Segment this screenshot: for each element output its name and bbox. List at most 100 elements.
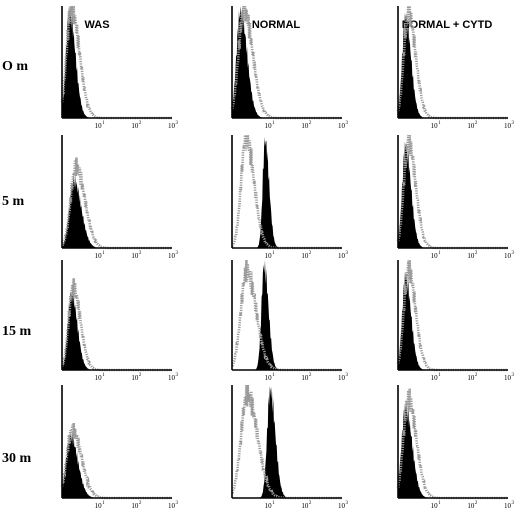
x-tick-base: 10 (338, 374, 346, 382)
x-tick-base: 10 (504, 122, 512, 130)
histogram-panel: 10 1 10 2 10 3 (231, 134, 349, 260)
x-tick-label: 10 2 (301, 251, 312, 260)
x-tick-exponent: 1 (272, 251, 275, 256)
x-tick-label: 10 3 (168, 251, 179, 260)
row-label-15m: 15 m (2, 324, 32, 339)
x-tick-label: 10 1 (265, 501, 276, 510)
x-tick-exponent: 3 (346, 251, 349, 256)
x-tick-base: 10 (131, 122, 139, 130)
x-tick-label: 10 2 (131, 501, 142, 510)
row-label-0m: O m (2, 59, 28, 74)
filled-histogram-series (398, 402, 508, 498)
x-tick-label: 10 1 (95, 251, 106, 260)
x-tick-exponent: 3 (512, 251, 515, 256)
x-tick-exponent: 3 (512, 373, 515, 378)
x-tick-label: 10 3 (168, 121, 179, 130)
x-tick-base: 10 (504, 252, 512, 260)
x-tick-base: 10 (265, 502, 273, 510)
x-tick-label: 10 3 (338, 251, 349, 260)
x-tick-label: 10 2 (301, 121, 312, 130)
x-tick-label: 10 1 (95, 501, 106, 510)
filled-histogram-series (62, 6, 172, 119)
x-tick-exponent: 3 (176, 121, 179, 126)
x-tick-label: 10 1 (431, 501, 442, 510)
x-tick-label: 10 2 (467, 251, 478, 260)
histogram-panel: 10 1 10 2 10 3 (231, 259, 349, 382)
x-tick-label: 10 1 (431, 121, 442, 130)
x-tick-label: 10 1 (95, 373, 106, 382)
x-tick-base: 10 (338, 502, 346, 510)
x-tick-base: 10 (168, 122, 176, 130)
outline-histogram-series (231, 134, 342, 250)
x-tick-base: 10 (131, 502, 139, 510)
outline-histogram-series (231, 259, 342, 372)
filled-histogram-series (232, 260, 342, 370)
x-tick-exponent: 1 (438, 501, 441, 506)
x-tick-label: 10 1 (431, 373, 442, 382)
x-tick-label: 10 1 (431, 251, 442, 260)
x-tick-base: 10 (265, 252, 273, 260)
x-tick-label: 10 2 (467, 501, 478, 510)
x-tick-exponent: 2 (475, 373, 478, 378)
x-tick-exponent: 2 (139, 501, 142, 506)
x-tick-base: 10 (95, 252, 103, 260)
x-tick-base: 10 (131, 374, 139, 382)
x-tick-exponent: 2 (475, 251, 478, 256)
x-tick-base: 10 (467, 122, 475, 130)
x-tick-label: 10 2 (467, 121, 478, 130)
x-tick-label: 10 3 (338, 373, 349, 382)
x-tick-label: 10 3 (504, 501, 515, 510)
x-tick-exponent: 2 (139, 251, 142, 256)
x-tick-exponent: 2 (309, 373, 312, 378)
x-tick-label: 10 3 (504, 251, 515, 260)
filled-histogram-series (398, 12, 508, 118)
x-tick-exponent: 1 (272, 121, 275, 126)
x-tick-exponent: 1 (102, 251, 105, 256)
row-label-30m: 30 m (2, 451, 32, 466)
filled-histogram-series (398, 272, 508, 370)
row-labels: O m 5 m 15 m 30 m (2, 59, 32, 466)
x-tick-base: 10 (338, 252, 346, 260)
x-tick-label: 10 3 (168, 373, 179, 382)
histogram-panel: 10 1 10 2 10 3 (231, 384, 349, 510)
histogram-panel: 10 1 10 2 10 3 (61, 135, 179, 260)
x-tick-exponent: 3 (346, 501, 349, 506)
histogram-panel: 10 1 10 2 10 3 (396, 134, 515, 260)
x-tick-base: 10 (431, 502, 439, 510)
histogram-panel: 10 1 10 2 10 3 (60, 260, 179, 382)
x-tick-exponent: 1 (438, 121, 441, 126)
x-tick-base: 10 (301, 252, 309, 260)
x-tick-label: 10 3 (338, 501, 349, 510)
histogram-panel: 10 1 10 2 10 3 (396, 5, 515, 130)
column-titles: WAS NORMAL NORMAL + CYTD (84, 19, 492, 31)
x-tick-label: 10 3 (168, 501, 179, 510)
histogram-panel: 10 1 10 2 10 3 (396, 385, 515, 510)
x-tick-label: 10 2 (467, 373, 478, 382)
histogram-panel: 10 1 10 2 10 3 (60, 2, 179, 130)
x-tick-exponent: 3 (512, 501, 515, 506)
x-tick-exponent: 2 (139, 373, 142, 378)
x-tick-base: 10 (131, 252, 139, 260)
filled-histogram-series (398, 141, 508, 248)
x-tick-exponent: 1 (102, 373, 105, 378)
x-tick-base: 10 (168, 502, 176, 510)
x-tick-base: 10 (265, 122, 273, 130)
x-tick-base: 10 (504, 502, 512, 510)
x-tick-exponent: 3 (176, 373, 179, 378)
column-title-normal-cytd: NORMAL + CYTD (402, 19, 493, 31)
x-tick-exponent: 2 (475, 501, 478, 506)
x-tick-base: 10 (467, 252, 475, 260)
x-tick-exponent: 2 (309, 121, 312, 126)
x-tick-base: 10 (431, 122, 439, 130)
x-tick-exponent: 1 (272, 373, 275, 378)
histogram-panel: 10 1 10 2 10 3 (60, 385, 179, 510)
x-tick-label: 10 3 (338, 121, 349, 130)
x-tick-label: 10 1 (265, 373, 276, 382)
x-tick-label: 10 1 (95, 121, 106, 130)
x-tick-label: 10 3 (504, 121, 515, 130)
x-tick-exponent: 1 (102, 501, 105, 506)
x-tick-label: 10 2 (301, 501, 312, 510)
x-tick-base: 10 (265, 374, 273, 382)
x-tick-exponent: 3 (176, 251, 179, 256)
